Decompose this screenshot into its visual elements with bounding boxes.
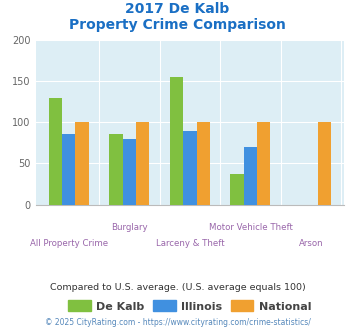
Bar xyxy=(109,135,123,205)
Bar xyxy=(123,139,136,205)
Text: Motor Vehicle Theft: Motor Vehicle Theft xyxy=(208,223,293,232)
Bar xyxy=(197,122,210,205)
Bar xyxy=(244,147,257,205)
Bar xyxy=(230,174,244,205)
Bar xyxy=(183,131,197,205)
Bar xyxy=(170,77,183,205)
Bar xyxy=(76,122,89,205)
Text: Burglary: Burglary xyxy=(111,223,148,232)
Text: All Property Crime: All Property Crime xyxy=(30,239,108,248)
Text: Arson: Arson xyxy=(299,239,323,248)
Text: 2017 De Kalb: 2017 De Kalb xyxy=(125,2,230,16)
Bar xyxy=(318,122,331,205)
Text: Compared to U.S. average. (U.S. average equals 100): Compared to U.S. average. (U.S. average … xyxy=(50,283,305,292)
Bar xyxy=(62,135,76,205)
Bar xyxy=(49,98,62,205)
Legend: De Kalb, Illinois, National: De Kalb, Illinois, National xyxy=(64,296,316,316)
Text: Property Crime Comparison: Property Crime Comparison xyxy=(69,18,286,32)
Text: Larceny & Theft: Larceny & Theft xyxy=(155,239,224,248)
Bar xyxy=(257,122,271,205)
Text: © 2025 CityRating.com - https://www.cityrating.com/crime-statistics/: © 2025 CityRating.com - https://www.city… xyxy=(45,318,310,327)
Bar xyxy=(136,122,149,205)
